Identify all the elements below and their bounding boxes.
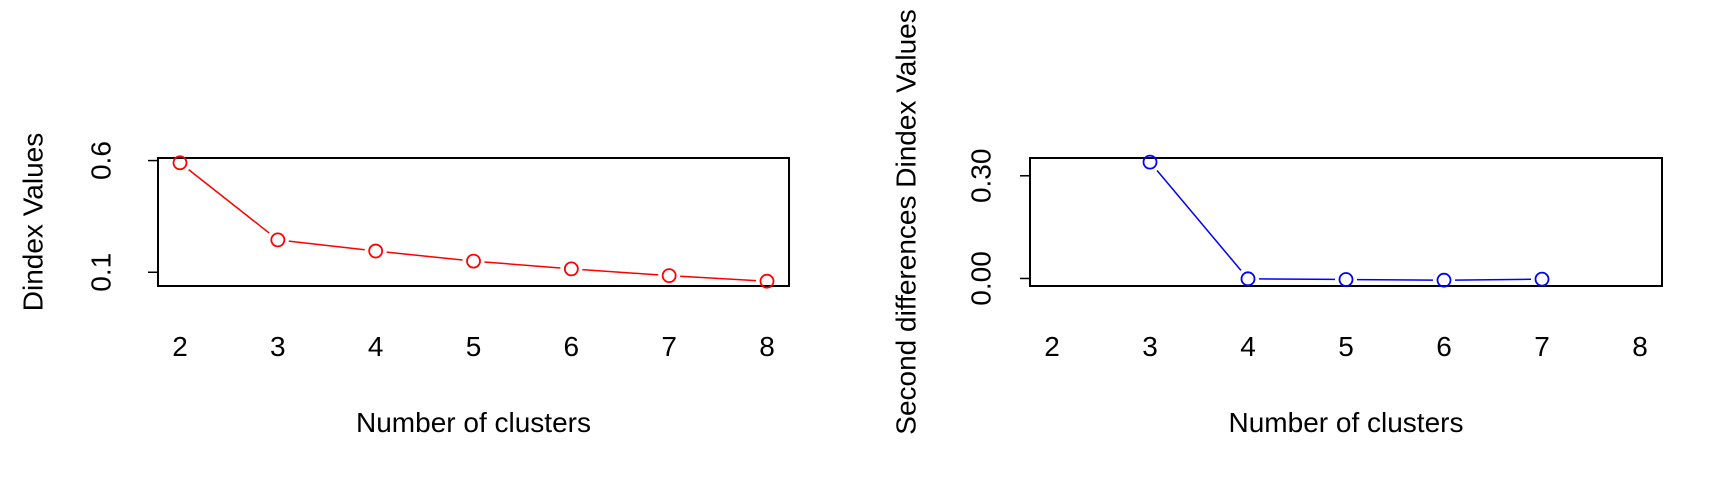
data-point (563, 261, 579, 277)
series-line-segment (188, 169, 270, 234)
x-tick-label: 3 (270, 331, 286, 362)
y-axis-label: Second differences Dindex Values (890, 9, 921, 434)
x-axis-label: Number of clusters (1229, 407, 1464, 438)
left-panel: 0.1 0.6 2 3 4 5 6 7 8 Number of clusters Dindex Va… (17, 133, 790, 438)
series-line-segment (582, 268, 659, 276)
x-tick-label: 8 (759, 331, 775, 362)
x-axis-label: Number of clusters (356, 407, 591, 438)
x-tick-label: 2 (1044, 331, 1060, 362)
data-point (270, 232, 286, 248)
data-point (1534, 271, 1550, 287)
y-tick-label: 0.00 (965, 251, 996, 306)
series-line-segment (1454, 278, 1532, 281)
data-point (1436, 272, 1452, 288)
data-point (1338, 272, 1354, 287)
series-line-segment (386, 251, 463, 261)
y-tick-label: 0.6 (85, 141, 116, 180)
series-line-segment (1258, 278, 1336, 281)
y-tick-label: 0.1 (85, 253, 116, 292)
x-tick-label: 8 (1632, 331, 1648, 362)
series-line-segment (484, 261, 561, 269)
y-tick-label: 0.30 (965, 149, 996, 204)
plot-frame (157, 157, 790, 287)
data-point (1142, 154, 1158, 170)
x-tick-label: 5 (466, 331, 482, 362)
data-point (661, 268, 677, 284)
x-tick-label: 6 (564, 331, 580, 362)
x-tick-label: 7 (1534, 331, 1550, 362)
data-point (368, 243, 384, 259)
x-tick-label: 5 (1338, 331, 1354, 362)
x-tick-label: 6 (1436, 331, 1452, 362)
x-tick-label: 2 (172, 331, 188, 362)
x-tick-label: 4 (1240, 331, 1256, 362)
series-line-segment (1156, 170, 1242, 271)
data-point (172, 155, 188, 171)
data-point (1240, 271, 1256, 287)
data-point (466, 253, 481, 269)
series-line-segment (288, 240, 365, 251)
series-line-segment (1356, 278, 1434, 281)
plot-frame (1029, 157, 1663, 287)
right-panel: 0.00 0.30 2 3 4 5 6 7 8 Number of clusters Second … (890, 9, 1663, 438)
y-axis-label: Dindex Values (17, 133, 48, 311)
x-tick-label: 3 (1142, 331, 1158, 362)
x-tick-label: 7 (661, 331, 677, 362)
series-line-segment (680, 275, 757, 282)
data-point (759, 273, 775, 289)
x-tick-label: 4 (368, 331, 384, 362)
